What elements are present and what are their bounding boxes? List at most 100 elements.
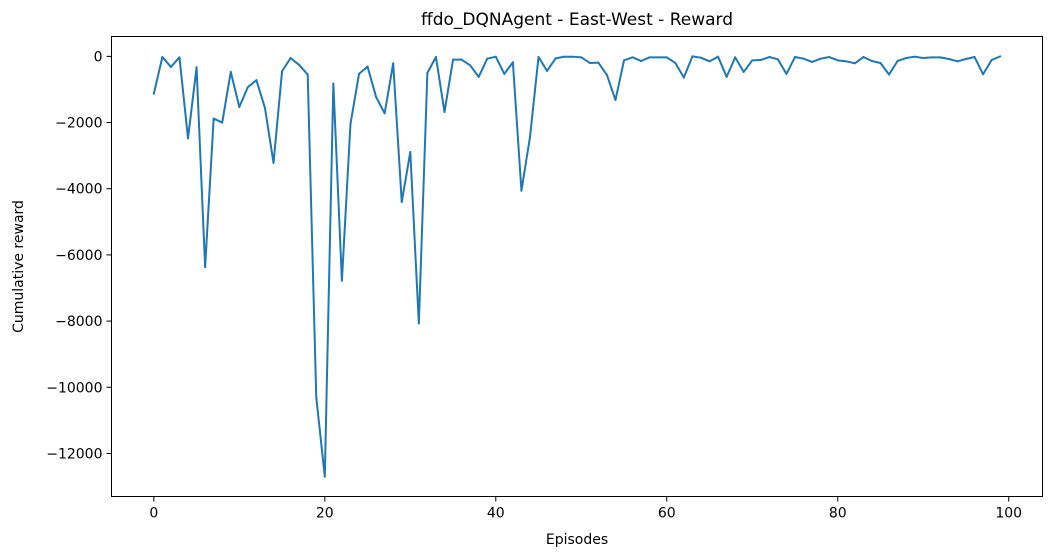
data-point bbox=[212, 117, 215, 120]
data-point bbox=[580, 56, 583, 59]
data-point bbox=[289, 57, 292, 60]
data-point bbox=[768, 56, 771, 59]
data-point bbox=[375, 96, 378, 99]
data-point bbox=[409, 151, 412, 153]
data-point bbox=[272, 161, 275, 164]
data-point bbox=[229, 70, 232, 73]
data-point bbox=[836, 59, 839, 62]
data-point bbox=[537, 56, 540, 59]
data-point bbox=[494, 55, 497, 58]
data-point bbox=[614, 99, 617, 102]
axes-frame bbox=[111, 36, 1043, 497]
data-point bbox=[178, 56, 181, 59]
data-point bbox=[477, 75, 480, 78]
x-tick-label: 20 bbox=[316, 506, 334, 522]
data-point bbox=[870, 59, 873, 62]
x-tick-label: 80 bbox=[829, 506, 847, 522]
data-point bbox=[674, 61, 677, 64]
data-point bbox=[563, 55, 566, 58]
data-point bbox=[605, 73, 608, 76]
data-point bbox=[913, 55, 916, 58]
data-point bbox=[588, 61, 591, 64]
data-point bbox=[392, 62, 395, 65]
data-point bbox=[460, 58, 463, 61]
data-point bbox=[939, 56, 942, 59]
data-point bbox=[597, 61, 600, 64]
data-point bbox=[811, 60, 814, 63]
data-point bbox=[246, 86, 249, 89]
data-point bbox=[888, 73, 891, 76]
data-point bbox=[298, 63, 301, 66]
data-point bbox=[853, 62, 856, 65]
y-tick-label: 0 bbox=[94, 49, 103, 65]
data-point bbox=[486, 57, 489, 60]
data-point bbox=[751, 59, 754, 62]
data-points bbox=[152, 55, 1002, 478]
data-point bbox=[528, 136, 531, 139]
data-point bbox=[862, 56, 865, 59]
data-point bbox=[665, 56, 668, 59]
data-point bbox=[973, 56, 976, 59]
data-point bbox=[152, 92, 155, 95]
series-line-reward bbox=[152, 55, 1002, 478]
data-point bbox=[922, 57, 925, 60]
data-point bbox=[554, 57, 557, 60]
data-point bbox=[759, 59, 762, 61]
data-point bbox=[623, 59, 626, 62]
data-point bbox=[332, 82, 335, 85]
data-point bbox=[315, 396, 318, 399]
data-point bbox=[255, 79, 258, 82]
plot-area bbox=[111, 36, 1043, 497]
data-point bbox=[187, 137, 190, 140]
y-tick-label: −6000 bbox=[55, 248, 102, 264]
data-point bbox=[546, 69, 549, 72]
data-point bbox=[845, 60, 848, 63]
data-point bbox=[794, 56, 796, 59]
y-tick-label: −4000 bbox=[55, 182, 102, 198]
chart-title: ffdo_DQNAgent - East-West - Reward bbox=[421, 10, 733, 30]
y-tick-label: −12000 bbox=[46, 446, 102, 462]
data-point bbox=[682, 76, 685, 79]
data-point bbox=[819, 57, 822, 60]
data-point bbox=[717, 55, 720, 58]
data-point bbox=[426, 71, 429, 74]
data-point bbox=[443, 110, 446, 113]
y-tick-label: −2000 bbox=[55, 116, 102, 132]
data-point bbox=[657, 56, 660, 59]
x-tick-label: 60 bbox=[658, 506, 676, 522]
data-point bbox=[511, 61, 514, 64]
data-point bbox=[221, 121, 224, 124]
y-tick-label: −8000 bbox=[55, 314, 102, 330]
data-point bbox=[785, 72, 788, 75]
data-point bbox=[631, 56, 634, 59]
data-point bbox=[469, 64, 472, 67]
data-point bbox=[734, 56, 737, 59]
data-point bbox=[452, 58, 455, 61]
data-point bbox=[503, 72, 506, 75]
data-point bbox=[417, 322, 420, 325]
data-point bbox=[323, 475, 326, 478]
data-point bbox=[879, 61, 882, 64]
data-point bbox=[340, 279, 343, 282]
x-tick-label: 40 bbox=[487, 506, 505, 522]
data-point bbox=[699, 56, 702, 59]
data-point bbox=[204, 266, 207, 269]
x-axis: 0 20 40 60 80 100 bbox=[149, 496, 1022, 522]
x-axis-label: Episodes bbox=[546, 532, 608, 548]
data-point bbox=[349, 123, 352, 126]
data-point bbox=[281, 70, 284, 73]
data-point bbox=[306, 73, 309, 76]
data-point bbox=[400, 200, 403, 203]
data-point bbox=[640, 59, 643, 62]
data-point bbox=[520, 189, 523, 192]
data-point bbox=[263, 106, 266, 109]
data-point bbox=[802, 57, 805, 60]
data-point bbox=[999, 55, 1002, 58]
data-point bbox=[956, 60, 959, 63]
y-axis: 0 −2000 −4000 −6000 −8000 −10000 −12000 bbox=[46, 49, 112, 462]
data-point bbox=[930, 56, 933, 59]
data-point bbox=[708, 60, 711, 63]
data-point bbox=[366, 65, 369, 68]
